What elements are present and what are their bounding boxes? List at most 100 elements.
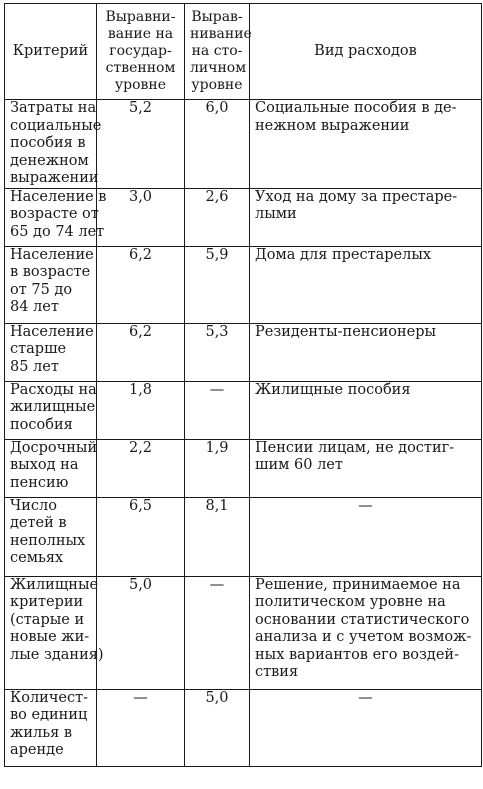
criterion-cell: Расходы на жилищные пособия [4,380,97,440]
state-level-value: 6,2 [96,322,185,382]
header-criterion: Критерий [4,3,97,100]
expense-type-cell: Уход на дому за престаре-лыми [249,187,482,247]
table-row: Число детей в неполных семьях 6,5 8,1— [4,496,482,577]
capital-level-value: 5,3 [184,322,250,382]
table-row: Расходы на жилищные пособия 1,8— Жилищные по… [4,380,482,440]
expense-line: лыми [255,206,297,222]
state-level-value: 1,8 [96,380,185,440]
state-level-value: 2,2 [96,438,185,498]
expense-line: Пенсии лицам, не достиг- [255,439,455,456]
expense-type-cell: Жилищные пособия [249,380,482,440]
criterion-line: выход на [10,457,79,473]
expense-line: шим 60 лет [255,457,343,473]
expense-type-cell: Пенсии лицам, не достиг-шим 60 лет [249,438,482,498]
criterion-line: во единиц [10,707,88,723]
expense-line: Дома для престарелых [255,246,432,263]
expense-type-cell: Решение, принимаемое на политическом уров… [249,575,482,690]
criterion-line: Затраты на [10,100,97,116]
expense-type-cell: — [249,496,482,577]
capital-level-value: 5,0 [184,688,250,767]
capital-level-value: 2,6 [184,187,250,247]
header-capital-level-line: на сто- [191,43,243,59]
expense-line: Жилищные пособия [255,381,411,398]
criterion-line: социальные [10,117,102,134]
header-state-level: Выравни- вание на государ- ственном уров… [96,3,185,100]
table-body: Затраты на социальные пособия в денежном выр… [4,99,482,767]
criterion-line: лые здания) [10,646,104,663]
table-row: Население старше 85 лет 6,2 5,3 Резиденты-пен… [4,322,482,382]
expense-type-cell: Социальные пособия в де-нежном выражении [249,99,482,189]
header-state-level-line: ственном [105,60,176,76]
criterion-line: Количест- [10,689,89,706]
criterion-line: 84 лет [10,299,59,315]
expense-type-cell: — [249,688,482,767]
capital-level-value: 6,0 [184,99,250,189]
criterion-line: Число [10,497,57,514]
table-row: Население в возрасте от 65 до 74 лет 3,0 2,6… [4,187,482,247]
expense-type-cell: Дома для престарелых [249,245,482,324]
criterion-cell: Население старше 85 лет [4,322,97,382]
header-capital-level: Вырав- нивание на сто- личном уровне [184,3,252,100]
criterion-line: пенсию [10,474,69,491]
criterion-line: Досрочный [10,439,98,456]
criterion-line: неполных [10,532,86,549]
criterion-cell: Досрочный выход на пенсию [4,438,98,498]
expense-line: Уход на дому за престаре- [255,188,458,205]
criterion-line: возрасте от [10,206,99,222]
criterion-cell: Количест-во единиц жилья в аренде [4,688,97,767]
criterion-line: Жилищные [10,576,99,593]
criterion-line: критерии [10,594,84,610]
expense-line: анализа и с учетом возмож- [255,629,472,645]
criterion-line: выражении [10,170,99,186]
criterion-cell: Жилищные критерии (старые и новые жи-лые зд… [4,575,104,690]
criterion-line: Население в [10,188,107,205]
criterion-line: 85 лет [10,358,59,375]
criterion-cell: Число детей в неполных семьях [4,496,97,577]
criterion-line: пособия [10,416,73,433]
state-level-value: — [96,688,185,767]
state-level-value: 6,2 [96,245,185,324]
criterion-line: новые жи- [10,629,90,645]
state-level-value: 5,0 [96,575,185,690]
expense-line: политическом уровне на [255,594,446,610]
criterion-line: жилищные [10,399,96,415]
criterion-line: 65 до 74 лет [10,223,105,240]
header-state-level-line: государ- [109,43,172,59]
header-state-level-line: Выравни- [105,9,176,25]
criterion-line: Расходы на [10,381,97,398]
header-expense-type: Вид расходов [249,3,482,100]
expense-line: Социальные пособия в де- [255,100,457,116]
header-capital-level-line: нивание [190,26,252,42]
criterion-line: семьях [10,550,64,566]
header-capital-level-line: уровне [191,77,243,93]
expense-line: ствия [255,664,299,680]
expense-type-cell: Резиденты-пенсионеры [249,322,482,382]
expense-line: — [358,689,373,706]
table-row: Количест-во единиц жилья в аренде —5,0— [4,688,482,767]
state-level-value: 5,2 [96,99,185,189]
header-state-level-line: вание на [107,26,174,42]
table-row: Затраты на социальные пособия в денежном выр… [4,99,482,189]
criterion-line: Население [10,323,94,340]
criterion-line: аренде [10,742,64,758]
capital-level-value: 1,9 [184,438,250,498]
expense-line: Резиденты-пенсионеры [255,323,437,340]
capital-level-value: 5,9 [184,245,250,324]
header-state-level-line: уровне [114,77,167,93]
criterion-line: пособия в [10,135,86,151]
criterion-line: (старые и [10,611,85,628]
criterion-line: в возрасте [10,264,91,280]
expense-line: ных вариантов его воздей- [255,646,459,663]
table-row: Досрочный выход на пенсию 2,2 1,9 Пенсии лица… [4,438,482,498]
criterion-cell: Население в возрасте от 75 до 84 лет [4,245,97,324]
expense-line: Решение, принимаемое на [255,576,461,593]
criterion-line: денежном [10,152,89,169]
capital-level-value: — [184,380,250,440]
expense-line: нежном выражении [255,117,410,134]
table-row: Население в возрасте от 75 до 84 лет 6,2 5,9 Д… [4,245,482,324]
header-row: Критерий Выравни- вание на государ- стве… [4,3,482,100]
criterion-line: жилья в [10,724,73,741]
table-row: Жилищные критерии (старые и новые жи-лые зд… [4,575,482,690]
equalization-criteria-table: Критерий Выравни- вание на государ- стве… [4,3,482,767]
